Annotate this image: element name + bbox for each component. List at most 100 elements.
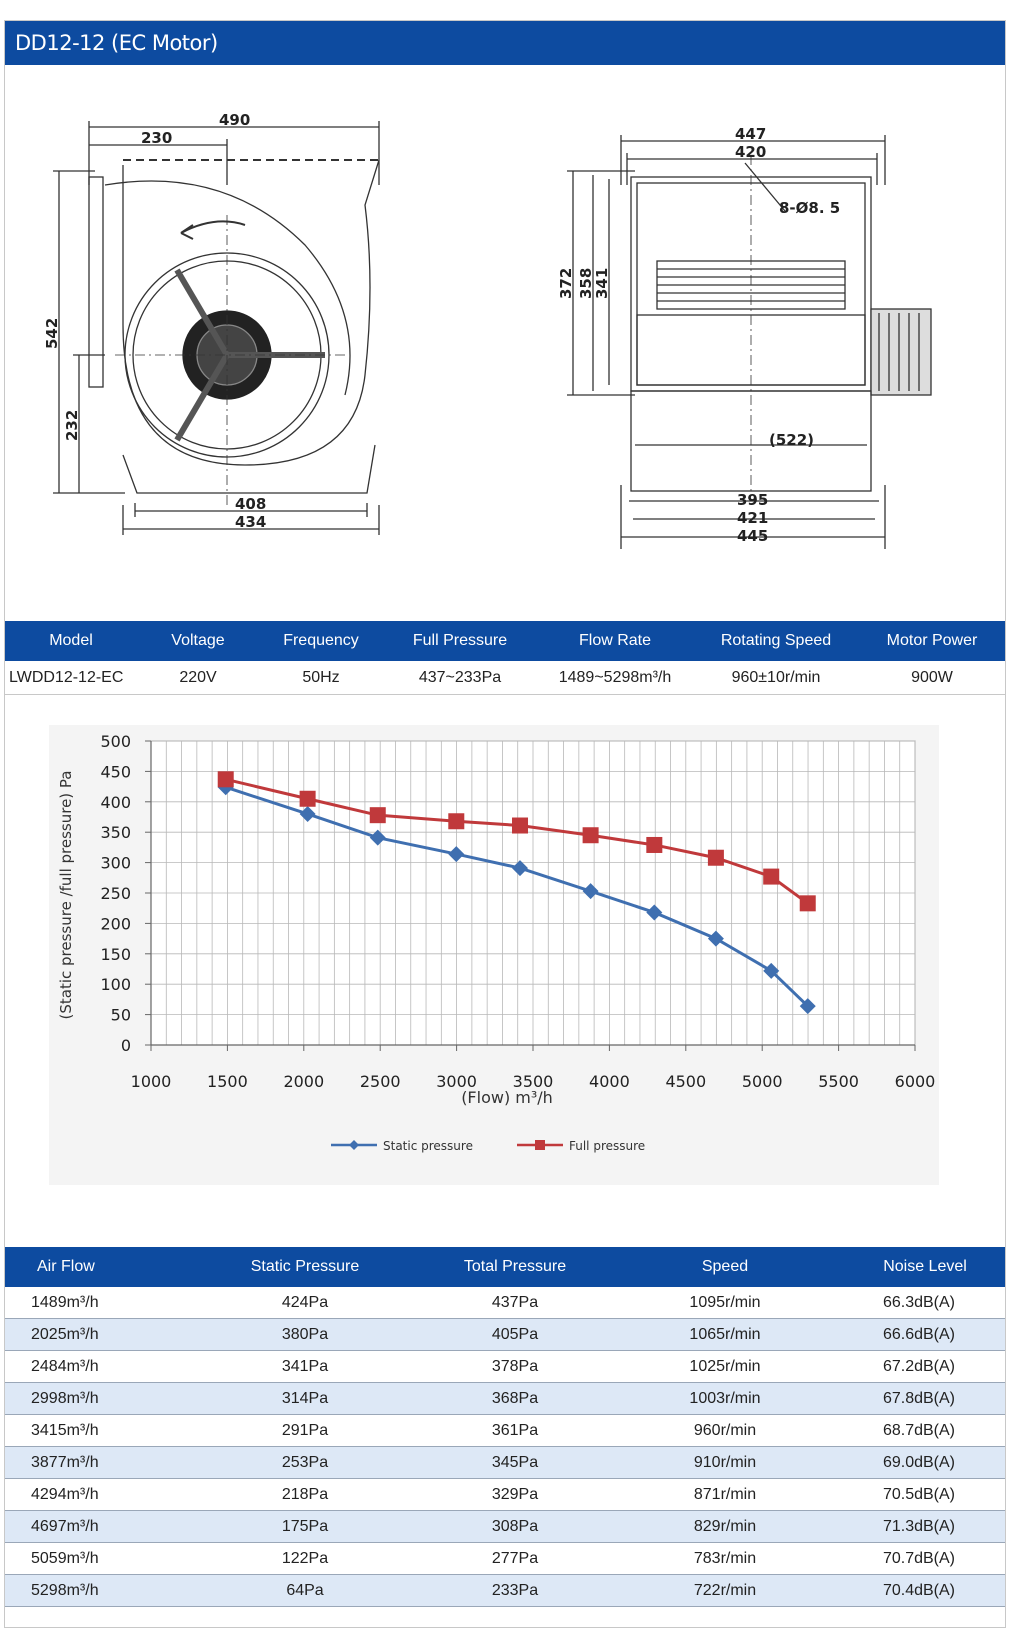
side-view-drawing (567, 135, 932, 549)
y-tick-label: 150 (100, 945, 131, 964)
data-point-full-pressure (763, 868, 780, 885)
data-point-full-pressure (582, 827, 599, 844)
x-tick-label: 4000 (589, 1072, 630, 1091)
noise-level-cell: 66.6dB(A) (882, 1326, 955, 1343)
noise-level-cell: 67.8dB(A) (882, 1390, 955, 1407)
dim-230: 230 (141, 129, 172, 147)
performance-chart: 0 50 100 150 200 250 300 350 400 450 500 1000 1500 20… (5, 695, 1005, 1247)
total-pressure-cell: 345Pa (491, 1454, 539, 1471)
noise-level-cell: 70.7dB(A) (882, 1550, 955, 1567)
x-tick-label: 3000 (436, 1072, 477, 1091)
speed-cell: 871r/min (693, 1486, 757, 1503)
x-tick-label: 1500 (207, 1072, 248, 1091)
x-tick-label: 4500 (665, 1072, 706, 1091)
chart-series (217, 771, 816, 1015)
air-flow-cell: 4294m³/h (31, 1486, 99, 1503)
x-tick-label: 5000 (742, 1072, 783, 1091)
spec-rotating-speed: 960±10r/min (731, 669, 821, 686)
static-pressure-cell: 218Pa (281, 1486, 329, 1503)
y-tick-label: 500 (100, 732, 131, 751)
chart-legend: Static pressure Full pressure (331, 1139, 645, 1153)
table-header-noise-level: Noise Level (883, 1258, 967, 1275)
table-row: 4697m³/h 175Pa 308Pa 829r/min 71.3dB(A) (5, 1511, 1005, 1543)
data-point-static-pressure (582, 883, 599, 900)
spec-motor-power: 900W (911, 669, 953, 686)
legend-label: Full pressure (569, 1139, 645, 1153)
speed-cell: 1065r/min (689, 1326, 761, 1343)
data-point-static-pressure (448, 846, 465, 863)
dim-372: 372 (557, 268, 575, 299)
air-flow-cell: 3877m³/h (31, 1454, 99, 1471)
total-pressure-cell: 437Pa (491, 1294, 539, 1311)
speed-cell: 1025r/min (689, 1358, 761, 1375)
y-axis-label: (Static pressure /full pressure) Pa (57, 771, 75, 1020)
speed-cell: 1003r/min (689, 1390, 761, 1407)
dim-421: 421 (737, 509, 768, 527)
static-pressure-cell: 380Pa (281, 1326, 329, 1343)
dim-490: 490 (219, 111, 250, 129)
side-dimension-labels: 447 420 8-Ø8. 5 372 358 341 (522) 395 42… (557, 125, 840, 545)
x-tick-label: 3500 (513, 1072, 554, 1091)
data-point-full-pressure (799, 895, 816, 912)
performance-table-header: Air Flow Static Pressure Total Pressure … (5, 1247, 1005, 1287)
data-point-full-pressure (707, 849, 724, 866)
spec-header-model: Model (49, 632, 93, 649)
air-flow-cell: 2484m³/h (31, 1358, 99, 1375)
chart-axes: 0 50 100 150 200 250 300 350 400 450 500 1000 1500 20… (100, 732, 935, 1091)
legend-label: Static pressure (383, 1139, 473, 1153)
spec-flow-rate: 1489~5298m³/h (558, 669, 672, 686)
y-tick-label: 0 (121, 1036, 131, 1055)
y-tick-label: 100 (100, 975, 131, 994)
air-flow-cell: 1489m³/h (31, 1294, 99, 1311)
spec-header-frequency: Frequency (283, 632, 359, 649)
total-pressure-cell: 361Pa (491, 1422, 539, 1439)
dim-341: 341 (593, 268, 611, 299)
chart-grid (49, 725, 939, 1185)
series-line-full-pressure (225, 777, 809, 905)
air-flow-cell: 3415m³/h (31, 1422, 99, 1439)
series-line-static-pressure (225, 785, 809, 1008)
data-point-static-pressure (799, 998, 816, 1015)
static-pressure-cell: 424Pa (281, 1294, 329, 1311)
y-tick-label: 50 (111, 1006, 131, 1025)
dim-434: 434 (235, 513, 266, 531)
dim-232: 232 (63, 410, 81, 441)
spec-header-voltage: Voltage (171, 632, 225, 649)
air-flow-cell: 5298m³/h (31, 1582, 99, 1599)
total-pressure-cell: 329Pa (491, 1486, 539, 1503)
data-point-static-pressure (299, 805, 316, 822)
table-row: 5059m³/h 122Pa 277Pa 783r/min 70.7dB(A) (5, 1543, 1005, 1575)
noise-level-cell: 66.3dB(A) (882, 1294, 955, 1311)
speed-cell: 910r/min (693, 1454, 757, 1471)
dim-holes: 8-Ø8. 5 (779, 199, 840, 217)
total-pressure-cell: 308Pa (491, 1518, 539, 1535)
spec-header-motor-power: Motor Power (886, 632, 978, 649)
data-point-full-pressure (369, 807, 386, 824)
total-pressure-cell: 378Pa (491, 1358, 539, 1375)
front-dimension-labels: 490 230 542 232 408 434 (43, 111, 266, 531)
spec-header-rotating-speed: Rotating Speed (720, 632, 832, 649)
noise-level-cell: 70.4dB(A) (882, 1582, 955, 1599)
data-point-full-pressure (299, 790, 316, 807)
front-view-drawing (53, 121, 380, 535)
x-tick-label: 2500 (360, 1072, 401, 1091)
legend-marker (535, 1140, 545, 1150)
technical-drawings: 490 230 542 232 408 434 (5, 65, 1005, 621)
noise-level-cell: 70.5dB(A) (882, 1486, 955, 1503)
dim-522: (522) (769, 431, 814, 449)
spec-model: LWDD12-12-EC (9, 669, 124, 686)
table-header-total-pressure: Total Pressure (463, 1258, 567, 1275)
static-pressure-cell: 341Pa (281, 1358, 329, 1375)
total-pressure-cell: 233Pa (491, 1582, 539, 1599)
chart-svg: 0 50 100 150 200 250 300 350 400 450 500 1000 1500 20… (49, 725, 939, 1185)
data-point-full-pressure (646, 836, 663, 853)
air-flow-cell: 4697m³/h (31, 1518, 99, 1535)
y-tick-label: 350 (100, 823, 131, 842)
y-tick-label: 400 (100, 793, 131, 812)
dim-358: 358 (577, 268, 595, 299)
y-tick-label: 200 (100, 914, 131, 933)
page-title: DD12-12 (EC Motor) (5, 21, 1005, 65)
y-tick-label: 450 (100, 762, 131, 781)
data-point-full-pressure (448, 813, 465, 830)
data-point-static-pressure (512, 860, 529, 877)
